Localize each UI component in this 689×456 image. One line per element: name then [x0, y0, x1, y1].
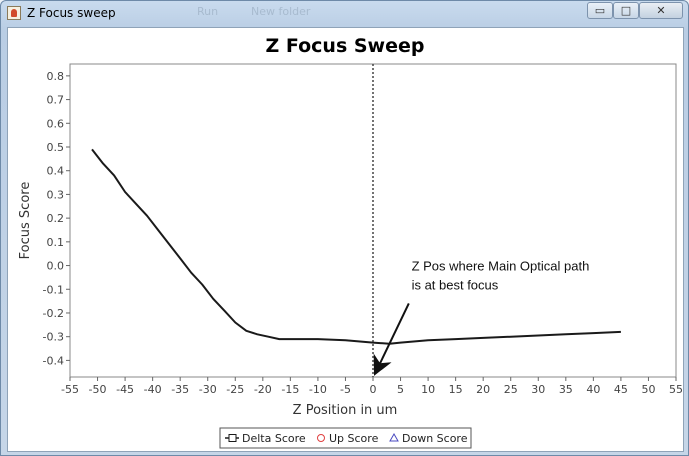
y-tick-label: -0.2 [43, 307, 64, 320]
window-title: Z Focus sweep [27, 6, 116, 20]
x-tick-label: -40 [144, 383, 162, 396]
x-tick-label: 0 [370, 383, 377, 396]
close-button[interactable]: ✕ [639, 2, 683, 19]
x-tick-label: -45 [116, 383, 134, 396]
series-delta-score-line [91, 148, 621, 345]
y-tick-label: 0.4 [47, 165, 65, 178]
y-tick-label: 0.0 [47, 260, 65, 273]
legend-circle-icon [317, 434, 325, 442]
x-tick-label: -30 [199, 383, 217, 396]
x-tick-label: 40 [586, 383, 600, 396]
y-tick-label: -0.4 [43, 354, 64, 367]
x-tick-label: -20 [254, 383, 272, 396]
x-tick-label: 35 [559, 383, 573, 396]
x-tick-label: 30 [531, 383, 545, 396]
x-tick-label: 50 [641, 383, 655, 396]
legend-label: Delta Score [242, 432, 306, 445]
chart-panel: Z Focus Sweep 0.8 0.7 0.6 0.5 0.4 0.3 0.2 0.1 0.0… [7, 27, 684, 452]
x-tick-label: -35 [171, 383, 189, 396]
minimize-button[interactable]: ▭ [587, 2, 613, 19]
focus-sweep-chart: Z Focus Sweep 0.8 0.7 0.6 0.5 0.4 0.3 0.2 0.1 0.0… [18, 35, 683, 449]
x-tick-label: 5 [397, 383, 404, 396]
x-tick-label: -50 [89, 383, 107, 396]
y-tick-label: 0.3 [47, 188, 65, 201]
x-tick-label: 10 [421, 383, 435, 396]
background-menu-item: New folder [251, 5, 311, 18]
x-tick-label: -55 [61, 383, 79, 396]
annotation-arrow [373, 303, 410, 376]
legend-square-icon [228, 434, 237, 442]
x-tick-label: 20 [476, 383, 490, 396]
x-tick-label: -15 [281, 383, 299, 396]
y-tick-label: 0.5 [47, 141, 65, 154]
legend-triangle-icon [389, 432, 399, 442]
x-axis-title: Z Position in um [293, 403, 398, 418]
y-tick-label: 0.7 [47, 94, 65, 107]
java-app-icon [7, 6, 21, 20]
maximize-button[interactable]: □ [613, 2, 639, 19]
close-icon: ✕ [656, 4, 666, 17]
x-tick-label: 45 [614, 383, 628, 396]
y-tick-label: 0.1 [47, 236, 65, 249]
legend-box [219, 427, 472, 449]
y-axis-title: Focus Score [18, 182, 33, 260]
chart-title: Z Focus Sweep [266, 35, 425, 57]
y-tick-label: -0.1 [43, 283, 64, 296]
y-tick-label: -0.3 [43, 331, 64, 344]
x-tick-label: -5 [340, 383, 351, 396]
annotation-text: is at best focus [412, 277, 499, 292]
legend-label: Up Score [329, 432, 379, 445]
title-bar[interactable]: Z Focus sweep Run New folder ▭ □ ✕ [1, 1, 688, 27]
x-tick-label: -25 [226, 383, 244, 396]
x-tick-label: 15 [449, 383, 463, 396]
y-tick-label: 0.8 [47, 70, 65, 83]
x-tick-label: -10 [309, 383, 327, 396]
minimize-icon: ▭ [594, 4, 606, 17]
background-menu-item: Run [197, 5, 219, 18]
legend-label: Down Score [402, 432, 468, 445]
annotation-text: Z Pos where Main Optical path [412, 258, 590, 273]
y-tick-label: 0.2 [47, 212, 65, 225]
x-tick-label: 25 [504, 383, 518, 396]
y-tick-label: 0.6 [47, 117, 65, 130]
maximize-icon: □ [620, 4, 632, 17]
x-tick-label: 55 [669, 383, 683, 396]
